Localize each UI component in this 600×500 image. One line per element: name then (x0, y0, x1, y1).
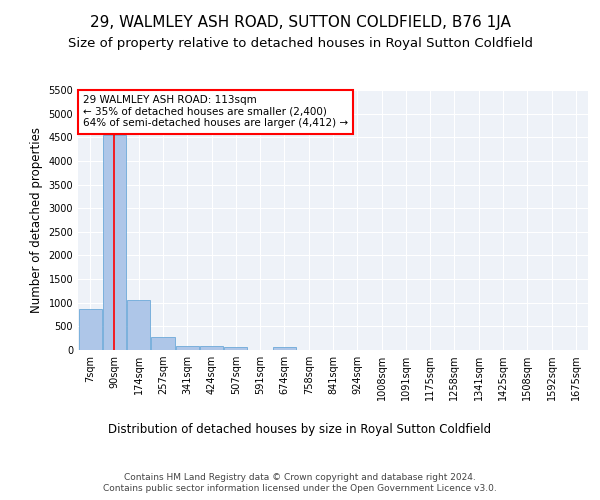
Bar (200, 346, 223, 350)
Text: Contains public sector information licensed under the Open Government Licence v3: Contains public sector information licen… (103, 484, 497, 493)
Bar (151, 337, 175, 350)
Text: 29, WALMLEY ASH ROAD, SUTTON COLDFIELD, B76 1JA: 29, WALMLEY ASH ROAD, SUTTON COLDFIELD, … (89, 15, 511, 30)
Bar (103, 135, 126, 350)
Bar (127, 300, 150, 350)
Text: Size of property relative to detached houses in Royal Sutton Coldfield: Size of property relative to detached ho… (67, 38, 533, 51)
Bar (176, 346, 199, 350)
Bar (224, 347, 247, 350)
Text: Contains HM Land Registry data © Crown copyright and database right 2024.: Contains HM Land Registry data © Crown c… (124, 472, 476, 482)
Text: 29 WALMLEY ASH ROAD: 113sqm
← 35% of detached houses are smaller (2,400)
64% of : 29 WALMLEY ASH ROAD: 113sqm ← 35% of det… (83, 95, 348, 128)
Text: Distribution of detached houses by size in Royal Sutton Coldfield: Distribution of detached houses by size … (109, 422, 491, 436)
Bar (273, 348, 296, 350)
Bar (79, 309, 101, 350)
Y-axis label: Number of detached properties: Number of detached properties (30, 127, 43, 313)
